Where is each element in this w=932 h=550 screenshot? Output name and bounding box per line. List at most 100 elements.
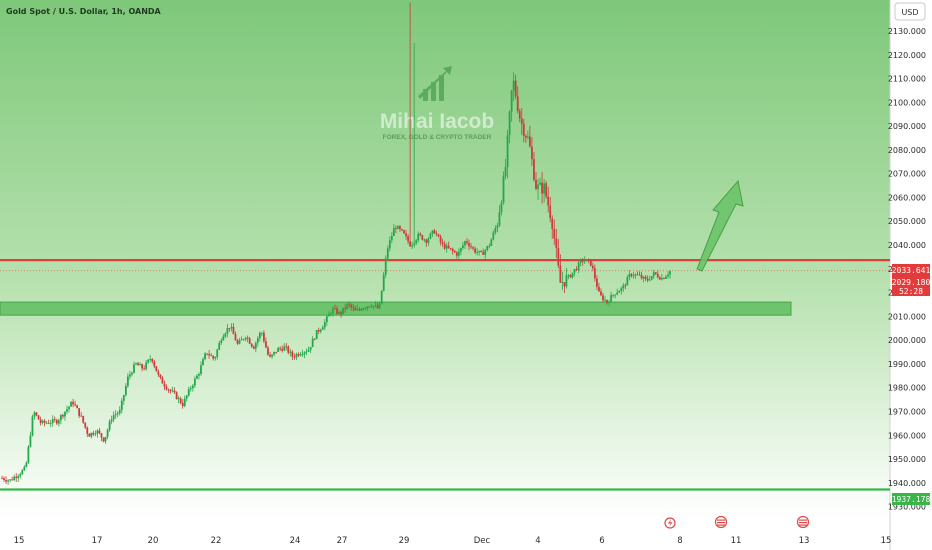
candle-body [7,480,9,482]
candle-body [102,437,105,442]
candle-body [553,229,556,239]
candle-body [478,250,481,253]
time-tick-label: 24 [290,536,301,546]
candle-body [33,412,36,417]
candle-body [537,184,539,189]
candle-body [135,363,137,365]
candle-body [106,429,109,437]
candle-body [238,340,241,344]
candle-body [191,385,194,389]
candle-body [522,123,525,136]
candle-body [457,251,460,256]
candle-body [283,346,286,351]
candle-body [212,355,215,359]
candle-body [421,235,424,240]
price-tick-label: 2090.000 [888,122,926,131]
candle-body [476,252,479,253]
candle-body [45,422,48,424]
price-tick-label: 1990.000 [888,360,926,369]
candle-body [529,136,531,147]
candle-body [411,245,414,247]
candle-body [490,239,493,246]
candle-body [338,311,340,314]
candle-body [390,235,393,241]
candle-body [196,375,198,379]
candle-body [344,307,347,309]
candle-body [366,306,369,309]
candle-body [352,307,355,309]
price-tick-label: 1980.000 [888,384,926,393]
candle-body [214,357,217,359]
candle-body [549,205,552,219]
candle-body [3,478,5,481]
time-axis[interactable]: 15 17 20 22 24 27 29 Dec 4 6 8 11 13 15 [14,536,892,546]
candle-body [68,406,70,410]
candle-body [55,420,58,424]
currency-button-label[interactable]: USD [901,8,918,17]
candle-body [295,354,298,358]
candle-body [648,279,651,281]
event-flash-icon[interactable] [664,517,676,529]
candle-body [360,309,363,311]
candle-body [236,340,239,344]
candle-body [204,353,206,360]
candles-layer [1,2,671,485]
candle-body [15,476,18,478]
candle-body [614,294,617,296]
time-tick-label: 20 [148,536,159,546]
candle-body [577,262,580,271]
event-us-flag-icon-2[interactable] [796,515,810,529]
candle-body [632,275,635,277]
candle-body [575,269,578,271]
candle-body [386,248,389,259]
candle-body [459,247,462,252]
candle-body [291,351,294,357]
candle-body [256,338,259,343]
candle-body [202,359,204,366]
candle-body [74,404,76,406]
event-us-flag-icon[interactable] [714,515,728,529]
candle-body [230,326,233,329]
candle-body [234,334,237,341]
candle-body [70,401,72,407]
candle-body [149,358,152,360]
candle-body [644,276,647,279]
candle-body [206,353,208,355]
candle-body [27,446,30,463]
candle-body [403,230,405,234]
time-tick-label: 22 [211,536,222,546]
candle-body [78,408,81,416]
candle-body [59,415,62,421]
candle-body [364,308,367,309]
price-tick-label: 2040.000 [888,241,926,250]
candle-body [157,371,160,375]
candle-body [547,196,550,206]
watermark-name: Mihai Iacob [380,110,494,133]
candle-body [382,274,385,291]
price-tick-label: 2120.000 [888,51,926,60]
candle-body [72,401,74,405]
candle-body [514,80,517,97]
candle-body [604,299,606,301]
candle-body [380,290,383,304]
currency-button[interactable]: USD [894,2,926,21]
candle-body [646,278,649,281]
candle-body [394,228,397,229]
candle-body [49,423,52,424]
candle-body [133,364,135,373]
candle-body [299,354,302,356]
candle-body [531,146,533,160]
watermark-tagline: FOREX, GOLD & CRYPTO TRADER [383,134,492,141]
candle-body [275,351,278,353]
candle-body [189,388,192,390]
candle-body [484,250,487,255]
candle-body [175,392,178,400]
candle-body [317,329,320,332]
candle-body [216,349,219,358]
price-axis[interactable]: 2130.000 2120.000 2110.000 2100.000 2090.000… [888,27,926,512]
candle-body [5,480,7,482]
candle-body [342,307,345,314]
current-price-value: 2029.180 [892,278,931,287]
